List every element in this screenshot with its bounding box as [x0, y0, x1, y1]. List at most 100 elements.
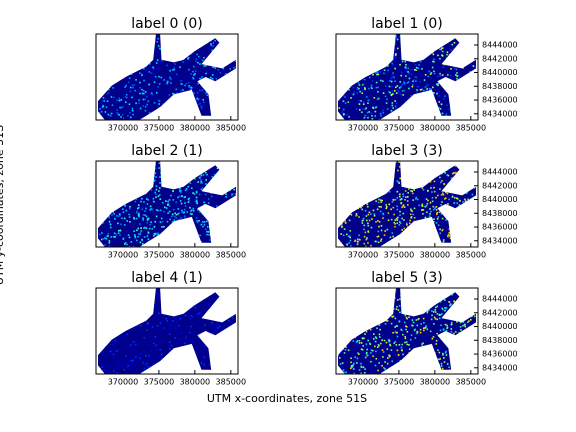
pixel	[209, 76, 212, 79]
pixel	[456, 113, 458, 116]
pixel	[340, 168, 342, 170]
pixel	[203, 345, 205, 347]
pixel	[141, 296, 143, 299]
pixel	[138, 57, 141, 60]
pixel	[185, 336, 188, 339]
pixel	[189, 107, 192, 110]
pixel	[150, 208, 152, 210]
pixel	[192, 241, 195, 243]
pixel	[139, 322, 142, 325]
pixel	[101, 312, 104, 315]
pixel	[159, 176, 161, 178]
pixel	[447, 164, 449, 166]
pixel	[361, 181, 364, 183]
pixel	[184, 189, 187, 192]
pixel	[134, 343, 137, 346]
pixel	[196, 94, 199, 96]
pixel	[393, 237, 396, 239]
pixel	[158, 187, 161, 189]
pixel	[100, 203, 102, 206]
pixel	[394, 223, 396, 225]
pixel	[118, 114, 120, 116]
pixel	[423, 309, 426, 311]
pixel	[342, 296, 345, 298]
pixel	[150, 367, 153, 370]
pixel	[193, 314, 196, 317]
pixel	[107, 371, 110, 373]
pixel	[422, 327, 425, 330]
pixel	[415, 66, 418, 69]
pixel	[450, 74, 452, 77]
pixel	[155, 344, 158, 346]
pixel	[108, 35, 111, 38]
pixel	[132, 349, 135, 352]
pixel	[144, 364, 147, 366]
pixel	[234, 64, 236, 67]
pixel	[426, 295, 428, 298]
pixel	[112, 167, 115, 170]
pixel	[450, 361, 453, 364]
pixel	[216, 299, 219, 301]
pixel	[157, 38, 160, 40]
pixel	[352, 175, 355, 178]
pixel	[390, 77, 393, 79]
pixel	[192, 192, 194, 194]
pixel	[351, 37, 353, 40]
pixel	[350, 296, 352, 298]
pixel	[365, 107, 367, 109]
pixel	[133, 291, 135, 294]
pixel	[454, 197, 456, 199]
pixel	[128, 216, 131, 218]
pixel	[410, 305, 413, 308]
pixel	[475, 336, 476, 339]
pixel	[130, 107, 133, 109]
pixel	[389, 344, 392, 347]
pixel	[120, 40, 122, 43]
pixel	[98, 203, 99, 205]
pixel	[210, 89, 212, 92]
pixel	[338, 107, 341, 109]
x-tick-label: 375000	[144, 124, 175, 133]
pixel	[147, 175, 149, 177]
pixel	[471, 175, 474, 178]
pixel	[429, 353, 432, 356]
pixel	[376, 236, 379, 238]
pixel	[116, 372, 118, 374]
pixel	[190, 96, 193, 98]
pixel	[431, 169, 434, 172]
pixel	[343, 311, 345, 314]
pixel	[448, 88, 451, 90]
pixel	[184, 367, 187, 370]
pixel	[103, 369, 106, 372]
pixel	[146, 363, 148, 365]
pixel	[347, 315, 349, 318]
pixel	[216, 167, 219, 170]
pixel	[131, 84, 134, 87]
pixel	[140, 293, 143, 296]
pixel	[392, 107, 394, 109]
pixel	[211, 74, 214, 76]
pixel	[340, 72, 343, 75]
pixel	[382, 351, 385, 353]
pixel	[192, 240, 194, 242]
pixel	[110, 294, 113, 297]
pixel	[235, 184, 236, 186]
pixel	[358, 306, 361, 309]
pixel	[458, 174, 460, 177]
pixel	[205, 179, 207, 181]
pixel	[462, 238, 465, 241]
pixel	[476, 360, 478, 362]
pixel	[159, 47, 161, 50]
pixel	[394, 80, 396, 82]
pixel	[404, 190, 407, 192]
pixel	[384, 230, 387, 232]
pixel	[234, 106, 236, 109]
pixel	[144, 289, 147, 292]
pixel	[397, 161, 400, 163]
pixel	[381, 37, 383, 40]
pixel	[179, 179, 181, 182]
pixel	[141, 73, 143, 76]
pixel	[370, 360, 372, 363]
pixel	[461, 102, 463, 105]
pixel	[358, 109, 361, 111]
